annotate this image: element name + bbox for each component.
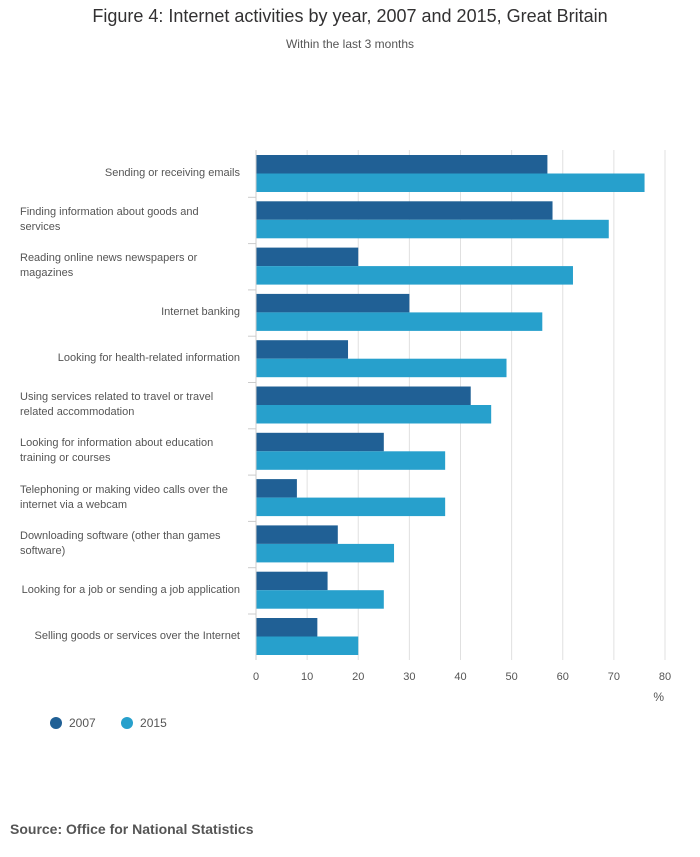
bar-2007-7 [256, 432, 384, 452]
category-label: Looking for health-related information [57, 352, 240, 365]
bar-2015-2 [256, 219, 609, 239]
bar-2007-6 [256, 386, 471, 405]
bar-2007-2 [256, 201, 553, 220]
bar-2007-10 [256, 571, 328, 591]
bar-2015-3 [256, 266, 573, 285]
category-label: Selling goods or services over the Inter… [34, 630, 240, 642]
x-tick-label-30: 30 [403, 671, 415, 683]
bar-2007-4 [256, 293, 410, 313]
x-axis-label: % [653, 690, 664, 704]
bar-2015-8 [256, 497, 446, 517]
x-tick-label-50: 50 [506, 671, 518, 683]
bar-2015-1 [256, 173, 645, 192]
bar-2007-8 [256, 479, 297, 498]
bar-2015-5 [256, 358, 507, 378]
category-label: Using services related to travel or trav… [20, 391, 214, 418]
chart-title: Figure 4: Internet activities by year, 2… [92, 6, 608, 26]
bar-2007-1 [256, 155, 548, 174]
legend: 2007 2015 [50, 716, 189, 732]
legend-label-2015: 2015 [140, 716, 167, 730]
category-label: Looking for a job or sending a job appli… [21, 583, 240, 596]
category-label: Looking for information about education … [20, 437, 214, 465]
bar-2015-10 [256, 590, 384, 609]
x-tick-label-60: 60 [557, 671, 569, 683]
chart-subtitle: Within the last 3 months [285, 37, 415, 51]
x-tick-label-70: 70 [608, 671, 620, 683]
bar-chart: 0 10 20 30 40 50 60 70 80% [248, 150, 671, 704]
bar-2015-7 [256, 451, 446, 470]
x-tick-label-80: 80 [659, 671, 671, 683]
x-tick-label-10: 10 [301, 671, 313, 683]
legend-marker-2015 [121, 717, 134, 729]
category-label: Downloading software (other than games s… [20, 529, 221, 557]
x-tick-label-0: 0 [253, 671, 259, 683]
source-note: Source: Office for National Statistics [10, 821, 254, 837]
bar-2015-6 [256, 405, 492, 424]
category-label: Telephoning or making video calls over t… [20, 483, 228, 511]
legend-item-2015[interactable]: 2015 [121, 716, 167, 730]
bar-2007-11 [256, 618, 318, 637]
x-tick-label-40: 40 [454, 671, 466, 683]
legend-item-2007[interactable]: 2007 [50, 716, 96, 730]
legend-label-2007: 2007 [69, 716, 96, 730]
bar-2015-9 [256, 543, 395, 563]
bar-2015-11 [256, 636, 359, 655]
bar-2007-3 [256, 247, 359, 267]
category-label: Sending or receiving emails [104, 167, 240, 179]
category-label: Reading online news newspapers or magazi… [20, 252, 198, 280]
bar-2007-5 [256, 340, 349, 359]
bar-2007-9 [256, 525, 338, 544]
category-label: Finding information about goods and serv… [20, 205, 199, 233]
x-tick-label-20: 20 [352, 671, 364, 683]
category-label: Internet banking [161, 305, 240, 318]
bar-2015-4 [256, 312, 543, 331]
legend-marker-2007 [50, 717, 62, 729]
